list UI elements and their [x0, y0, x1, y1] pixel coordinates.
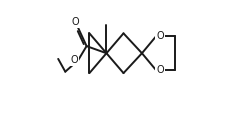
Text: O: O — [71, 17, 79, 27]
Text: O: O — [70, 55, 78, 65]
Text: O: O — [156, 65, 164, 75]
Text: O: O — [156, 31, 164, 41]
